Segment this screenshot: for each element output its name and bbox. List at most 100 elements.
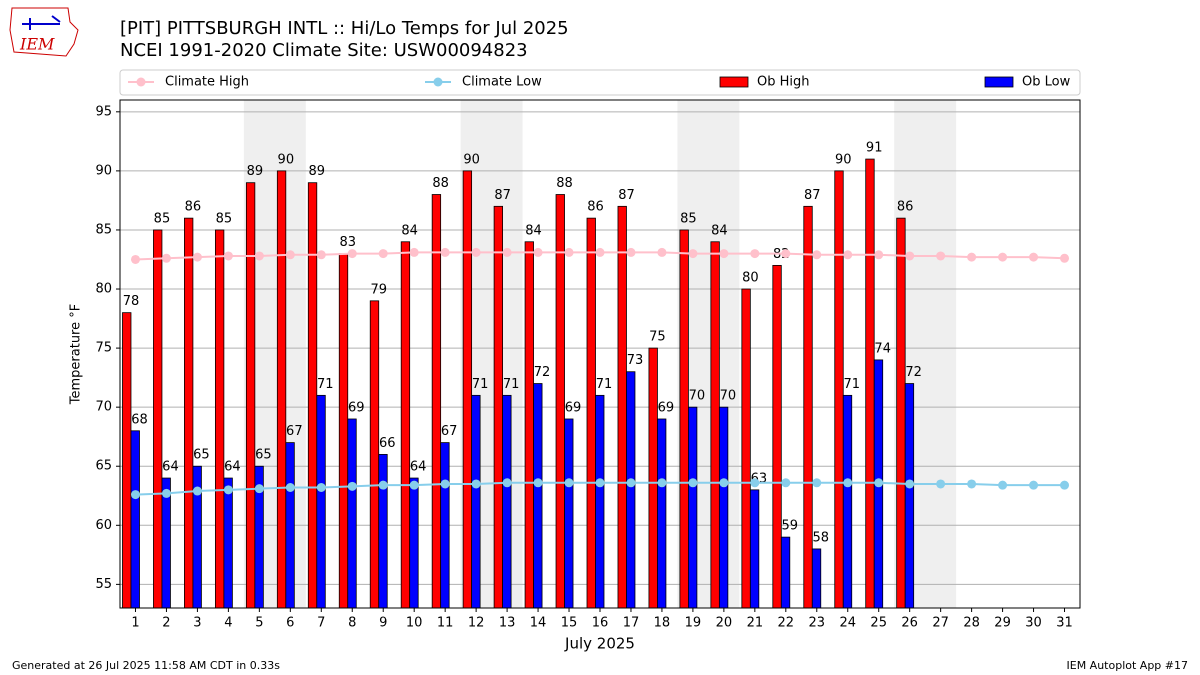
data-label: 85 [680, 211, 697, 226]
x-tick-label: 27 [932, 616, 949, 631]
point [998, 480, 1008, 490]
data-label: 58 [813, 530, 830, 545]
point [936, 251, 946, 261]
x-tick-label: 15 [561, 616, 578, 631]
data-label: 66 [379, 436, 396, 451]
bar [153, 229, 163, 609]
bar [347, 418, 357, 609]
plot-frame [119, 99, 1081, 609]
footer-left: Generated at 26 Jul 2025 11:58 AM CDT in… [12, 659, 280, 672]
data-label: 86 [185, 200, 202, 215]
data-label: 72 [534, 365, 551, 380]
y-tick-label: 80 [95, 282, 112, 297]
data-label: 68 [131, 412, 148, 427]
data-label: 71 [317, 377, 334, 392]
point [254, 484, 264, 494]
point [564, 247, 574, 257]
x-tick-label: 8 [348, 616, 356, 631]
bar [834, 170, 844, 609]
point [750, 249, 760, 259]
bar [524, 241, 534, 609]
data-label: 86 [587, 200, 604, 215]
bar [865, 158, 875, 609]
bar [803, 205, 813, 609]
point [967, 479, 977, 489]
x-tick-label: 18 [654, 616, 671, 631]
data-label: 87 [494, 188, 511, 203]
data-label: 70 [689, 389, 706, 404]
bar [316, 394, 326, 609]
bar [245, 182, 256, 609]
point [502, 478, 512, 488]
point [285, 250, 295, 260]
bar [657, 418, 667, 609]
x-tick-label: 25 [870, 616, 887, 631]
x-tick-label: 12 [468, 616, 485, 631]
data-label: 59 [782, 519, 799, 534]
x-tick-label: 29 [994, 616, 1011, 631]
logo-outline [9, 7, 79, 57]
point [1029, 252, 1039, 262]
point [812, 250, 822, 260]
point [161, 253, 171, 263]
point [223, 485, 233, 495]
point [223, 251, 233, 261]
data-label: 74 [874, 341, 891, 356]
bar [595, 394, 605, 609]
data-label: 69 [565, 400, 582, 415]
point [874, 478, 884, 488]
data-label: 91 [866, 141, 883, 156]
x-tick-label: 5 [255, 616, 263, 631]
bar [679, 229, 689, 609]
data-label: 75 [649, 330, 666, 345]
data-label: 65 [255, 448, 272, 463]
data-label: 89 [247, 164, 264, 179]
data-label: 73 [627, 353, 644, 368]
x-tick-label: 2 [162, 616, 170, 631]
point [905, 479, 915, 489]
data-label: 87 [618, 188, 635, 203]
point [409, 480, 419, 490]
x-tick-label: 22 [778, 616, 795, 631]
data-label: 71 [472, 377, 489, 392]
x-tick-label: 16 [592, 616, 609, 631]
point [626, 478, 636, 488]
bar [493, 205, 503, 609]
data-label: 69 [348, 400, 365, 415]
x-tick-label: 26 [901, 616, 918, 631]
bar [741, 288, 751, 609]
x-tick-label: 30 [1025, 616, 1042, 631]
data-label: 64 [162, 460, 179, 475]
data-label: 87 [804, 188, 821, 203]
x-tick-label: 10 [406, 616, 423, 631]
x-tick-label: 4 [224, 616, 232, 631]
data-label: 65 [193, 448, 210, 463]
point [471, 479, 481, 489]
chart-title: [PIT] PITTSBURGH INTL :: Hi/Lo Temps for… [120, 18, 569, 39]
bar [462, 170, 473, 609]
x-tick-label: 28 [963, 616, 980, 631]
point [440, 479, 450, 489]
data-label: 89 [309, 164, 326, 179]
data-label: 88 [556, 176, 573, 191]
data-label: 78 [123, 294, 140, 309]
point [874, 250, 884, 260]
bar [223, 477, 233, 609]
data-label: 79 [370, 282, 387, 297]
data-label: 71 [843, 377, 860, 392]
data-label: 69 [658, 400, 675, 415]
point [409, 247, 419, 257]
legend-label: Ob High [757, 75, 810, 90]
bar [440, 442, 450, 609]
bar [896, 217, 906, 609]
point [1029, 480, 1039, 490]
data-label: 85 [216, 211, 233, 226]
point [1060, 253, 1070, 263]
x-tick-label: 7 [317, 616, 325, 631]
bar [780, 536, 791, 609]
point [595, 478, 605, 488]
bar [184, 217, 194, 609]
data-label: 67 [286, 424, 303, 439]
chart-subtitle: NCEI 1991-2020 Climate Site: USW00094823 [120, 40, 528, 61]
bar [842, 394, 853, 609]
